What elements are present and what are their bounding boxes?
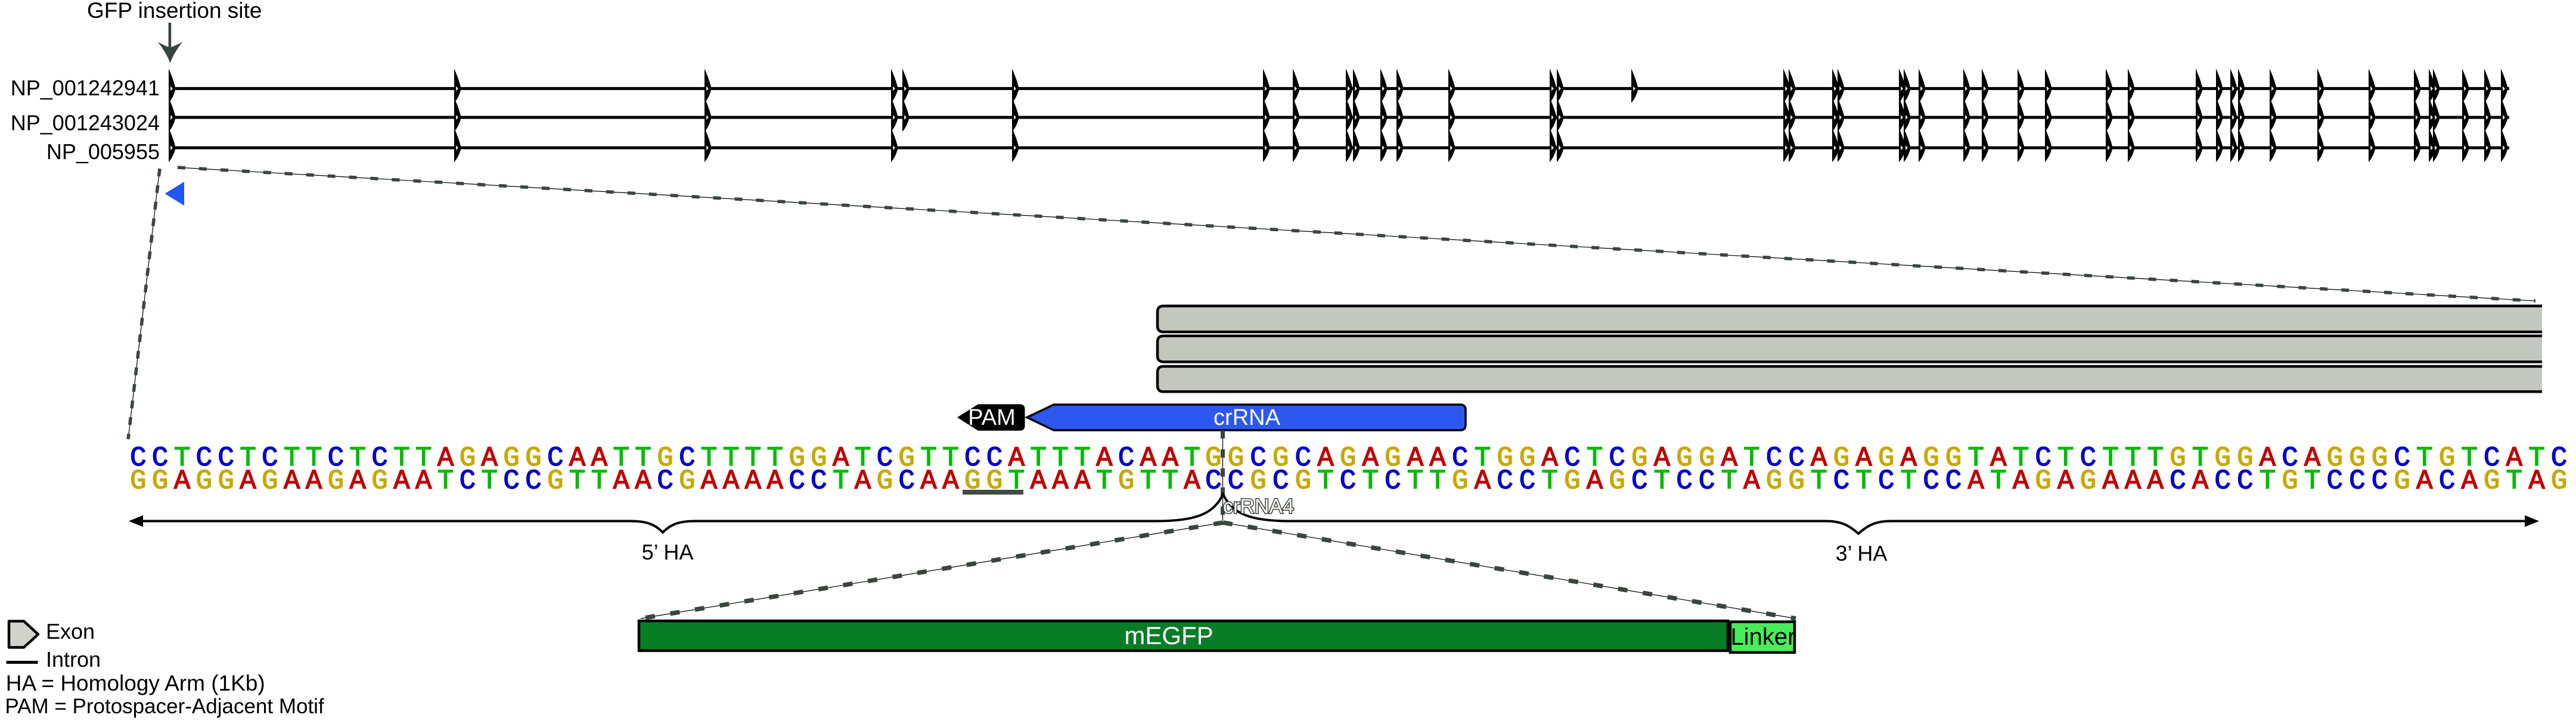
svg-text:NP_001243024: NP_001243024 bbox=[11, 111, 160, 135]
svg-text:PAM = Protospacer-Adjacent Mot: PAM = Protospacer-Adjacent Motif bbox=[5, 695, 324, 718]
svg-text:Linker: Linker bbox=[1731, 624, 1796, 650]
svg-text:PAM: PAM bbox=[968, 405, 1016, 430]
svg-text:NP_005955: NP_005955 bbox=[46, 139, 160, 164]
svg-text:crRNA: crRNA bbox=[1213, 405, 1281, 430]
svg-text:mEGFP: mEGFP bbox=[1124, 621, 1213, 649]
svg-text:5’ HA: 5’ HA bbox=[642, 540, 694, 564]
svg-text:GFP insertion site: GFP insertion site bbox=[87, 0, 262, 23]
svg-text:HA = Homology Arm (1Kb): HA = Homology Arm (1Kb) bbox=[6, 671, 265, 695]
svg-text:Exon: Exon bbox=[46, 619, 95, 644]
svg-text:crRNA4: crRNA4 bbox=[1223, 495, 1294, 518]
svg-text:NP_001242941: NP_001242941 bbox=[11, 76, 160, 100]
svg-text:Intron: Intron bbox=[46, 647, 101, 672]
svg-text:3’ HA: 3’ HA bbox=[1836, 541, 1888, 565]
